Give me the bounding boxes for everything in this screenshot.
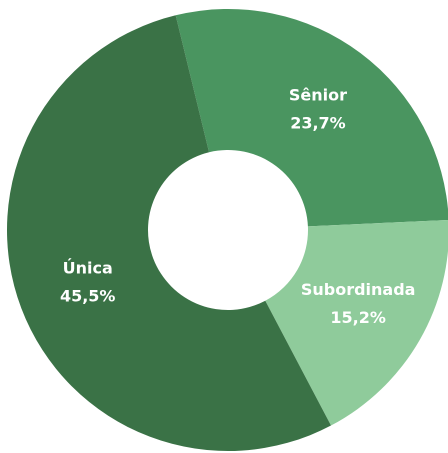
value-label: 23,7% <box>290 113 346 132</box>
value-label: 45,5% <box>60 287 116 306</box>
value-label: 15,2% <box>330 308 386 327</box>
slice-label: Única <box>63 259 113 278</box>
slice-label: Sênior <box>289 85 347 104</box>
slice-label: Subordinada <box>301 280 416 299</box>
donut-slice <box>265 219 448 426</box>
donut-slice <box>7 15 331 451</box>
donut-slice <box>175 9 448 227</box>
